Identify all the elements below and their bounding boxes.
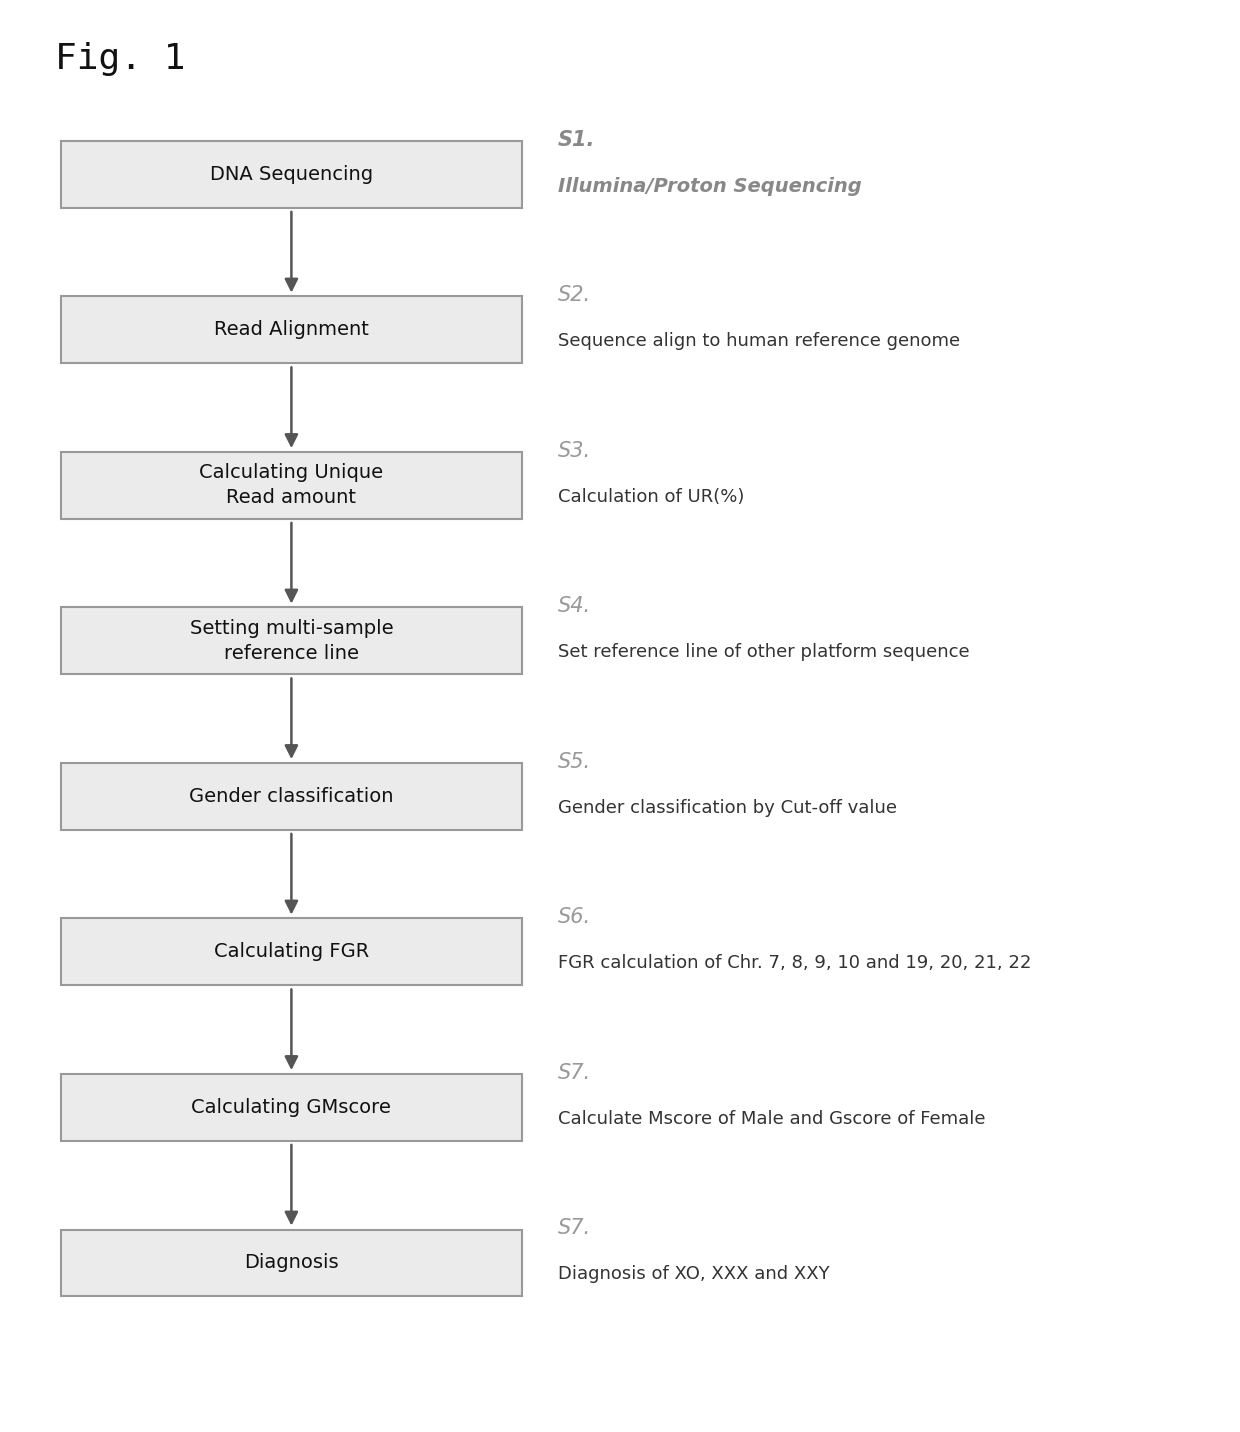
- Text: Gender classification: Gender classification: [190, 788, 393, 806]
- Text: Gender classification by Cut-off value: Gender classification by Cut-off value: [558, 799, 897, 818]
- FancyBboxPatch shape: [61, 1230, 522, 1296]
- Text: S1.: S1.: [558, 130, 595, 150]
- FancyBboxPatch shape: [61, 140, 522, 208]
- FancyBboxPatch shape: [61, 918, 522, 985]
- Text: S6.: S6.: [558, 908, 591, 928]
- Text: Sequence align to human reference genome: Sequence align to human reference genome: [558, 332, 960, 351]
- Text: DNA Sequencing: DNA Sequencing: [210, 165, 373, 183]
- Text: FGR calculation of Chr. 7, 8, 9, 10 and 19, 20, 21, 22: FGR calculation of Chr. 7, 8, 9, 10 and …: [558, 955, 1032, 972]
- Text: Set reference line of other platform sequence: Set reference line of other platform seq…: [558, 643, 970, 662]
- Text: S7.: S7.: [558, 1219, 591, 1239]
- Text: Calculate Mscore of Male and Gscore of Female: Calculate Mscore of Male and Gscore of F…: [558, 1110, 986, 1128]
- FancyBboxPatch shape: [61, 453, 522, 518]
- Text: Read Alignment: Read Alignment: [215, 321, 368, 339]
- Text: Diagnosis of XO, XXX and XXY: Diagnosis of XO, XXX and XXY: [558, 1266, 830, 1283]
- Text: S7.: S7.: [558, 1063, 591, 1083]
- Text: Calculating FGR: Calculating FGR: [213, 942, 370, 961]
- Text: Calculating GMscore: Calculating GMscore: [191, 1098, 392, 1117]
- FancyBboxPatch shape: [61, 1074, 522, 1141]
- FancyBboxPatch shape: [61, 296, 522, 364]
- Text: Fig. 1: Fig. 1: [55, 42, 186, 76]
- Text: Diagnosis: Diagnosis: [244, 1253, 339, 1273]
- FancyBboxPatch shape: [61, 763, 522, 831]
- FancyBboxPatch shape: [61, 607, 522, 674]
- Text: S4.: S4.: [558, 596, 591, 616]
- Text: S3.: S3.: [558, 441, 591, 461]
- Text: S5.: S5.: [558, 752, 591, 772]
- Text: Calculating Unique
Read amount: Calculating Unique Read amount: [200, 464, 383, 507]
- Text: Calculation of UR(%): Calculation of UR(%): [558, 488, 744, 505]
- Text: Illumina/Proton Sequencing: Illumina/Proton Sequencing: [558, 176, 862, 196]
- Text: Setting multi-sample
reference line: Setting multi-sample reference line: [190, 619, 393, 663]
- Text: S2.: S2.: [558, 285, 591, 305]
